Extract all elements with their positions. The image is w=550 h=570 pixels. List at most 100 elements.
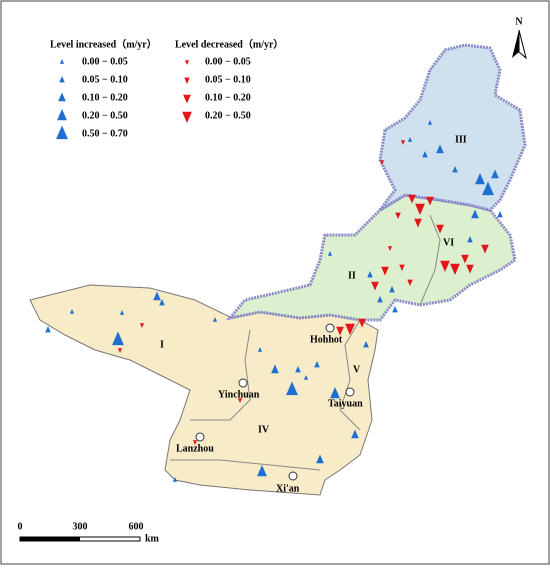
decrease-marker [436,224,444,234]
region-label: I [160,339,164,350]
decrease-marker [399,264,405,271]
city-label: Xi'an [276,483,300,494]
decrease-marker [237,398,243,403]
increase-marker [59,59,65,64]
region-labels: I II III IV V VI [160,134,467,435]
decrease-marker [117,348,123,353]
increase-marker [58,92,66,102]
decrease-marker [139,323,145,328]
increase-marker [212,317,218,322]
increase-marker [452,166,458,173]
increase-marker [367,271,373,278]
north-arrow-right [518,29,527,60]
city-marker [288,471,298,481]
increase-marker [112,331,124,346]
city-label: Lanzhou [176,443,214,454]
legend-label: 0.20 − 0.50 [82,110,128,121]
north-arrow: N [512,16,527,60]
decrease-marker [407,279,413,286]
scale-unit: km [145,533,160,544]
decrease-marker [336,326,344,336]
legend-label: 0.10 − 0.20 [205,92,251,103]
decrease-marker [358,318,366,328]
decrease-marker [400,140,406,145]
decrease-marker [184,77,190,84]
increase-marker [303,375,309,380]
increase-marker [56,125,68,140]
increase-marker [286,381,298,396]
decrease-marker [466,264,474,274]
city-label: Yinchuan [218,389,260,400]
city-label: Hohhot [310,334,343,345]
decrease-marker [192,440,198,445]
legend-label: 0.50 − 0.70 [82,128,128,139]
increase-marker [69,309,75,314]
increase-marker [330,387,340,399]
scale-label: 0 [18,521,23,532]
increase-marker [271,364,279,374]
increase-marker [316,454,324,464]
cities: Hohhot Yinchuan Taiyuan Lanzhou Xi'an [176,323,363,494]
decrease-marker [182,111,192,123]
legend-label: 0.10 − 0.20 [82,92,128,103]
decrease-marker [450,263,460,275]
city-marker [345,387,355,397]
increase-marker [295,366,301,373]
city-marker [195,432,205,442]
decrease-marker [183,94,191,104]
decrease-marker [408,194,416,204]
region-label: VI [443,237,454,248]
increase-marker [407,137,413,142]
increase-marker [257,465,267,477]
internal-boundary [170,214,441,471]
legend-label: 0.20 − 0.50 [205,110,251,121]
increase-marker [119,310,125,315]
increase-marker [351,429,359,439]
legend: Level increased（m/yr） Level decreased（m/… [50,37,283,139]
decrease-marker [426,196,434,206]
increase-marker [491,169,499,179]
city-label: Taiyuan [328,398,363,409]
legend-label: 0.00 − 0.05 [205,56,251,67]
north-arrow-left [512,30,519,58]
decrease-marker [381,266,389,276]
city-marker [325,323,335,333]
decrease-marker [461,254,469,264]
increase-marker [422,151,428,158]
north-label: N [515,16,523,27]
legend-label: 0.05 − 0.10 [205,74,251,85]
legend-title: Level decreased（m/yr） [175,37,283,50]
increase-marker [392,306,398,313]
increase-marker [159,299,165,306]
decrease-marker [414,218,422,228]
increase-marker [363,341,369,348]
decrease-marker [415,203,425,215]
increase-marker [427,120,433,125]
increase-marker [172,477,178,482]
increase-marker [389,286,395,293]
increase-marker [475,173,485,185]
region-blue [378,43,527,212]
increase-marker [497,211,503,218]
region-label: V [353,364,361,375]
legend-label: 0.05 − 0.10 [82,74,128,85]
increase-marker [59,76,65,83]
decrease-marker [395,212,401,219]
increase-marker [327,251,333,256]
increase-marker [436,144,444,154]
increase-marker [57,109,67,121]
legend-label: 0.00 − 0.05 [82,56,128,67]
region-label: IV [258,424,270,435]
increase-marker [377,296,383,303]
city-marker [238,378,248,388]
decrease-marker [345,323,355,335]
region-label: II [348,270,356,281]
increase-marker [45,326,51,333]
increase-marker [471,209,479,219]
decrease-marker [379,160,385,165]
decrease-marker [440,260,450,272]
decrease-marker [184,60,190,65]
decrease-marker [387,246,393,251]
region-label: III [455,134,467,145]
